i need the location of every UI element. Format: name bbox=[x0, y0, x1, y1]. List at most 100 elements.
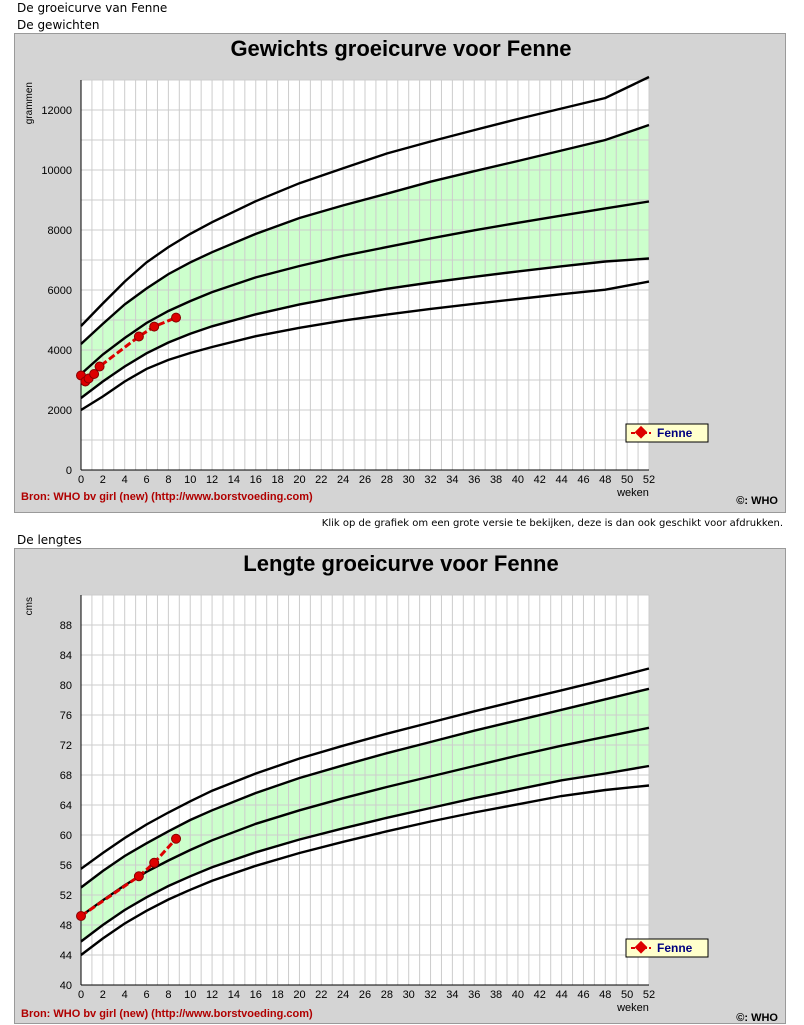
length-x-tick-label: 50 bbox=[621, 989, 633, 1001]
weight-x-tick-label: 52 bbox=[643, 474, 655, 486]
weight-chart[interactable]: Gewichts groeicurve voor Fenne 0 2000 4000 6… bbox=[14, 33, 786, 513]
length-x-tick-label: 16 bbox=[250, 989, 262, 1001]
weight-data-point bbox=[89, 369, 100, 379]
weight-y-tick-label: 2000 bbox=[48, 405, 72, 417]
length-y-tick-label: 84 bbox=[60, 650, 72, 662]
length-x-tick-label: 6 bbox=[143, 989, 149, 1001]
length-y-tick-label: 40 bbox=[60, 980, 72, 992]
weight-x-tick-label: 4 bbox=[122, 474, 128, 486]
length-legend-box bbox=[625, 938, 709, 958]
length-chart[interactable]: Lengte groeicurve voor Fenne 40 44 48 52 56 60… bbox=[14, 548, 786, 1024]
length-x-axis-label: weken bbox=[616, 1002, 649, 1014]
length-x-tick-label: 4 bbox=[122, 989, 128, 1001]
length-x-tick-label: 34 bbox=[446, 989, 458, 1001]
length-series-line bbox=[80, 837, 178, 918]
length-x-tick-label: 14 bbox=[228, 989, 240, 1001]
weight-legend: Fenne bbox=[625, 423, 709, 443]
length-y-tick-label: 56 bbox=[60, 860, 72, 872]
weight-x-tick-label: 16 bbox=[250, 474, 262, 486]
length-y-tick-label: 48 bbox=[60, 920, 72, 932]
length-y-axis-label: cms bbox=[24, 597, 35, 615]
weight-y-tick-label: 0 bbox=[66, 465, 72, 477]
length-curve-band-high bbox=[80, 687, 650, 889]
length-curve-band-low bbox=[80, 764, 650, 943]
length-curve-outer-low bbox=[80, 784, 650, 956]
length-legend: Fenne bbox=[625, 938, 709, 958]
length-x-tick-label: 40 bbox=[512, 989, 524, 1001]
weight-title: Gewichts groeicurve voor Fenne bbox=[230, 36, 571, 61]
length-source-text: Bron: WHO bv girl (new) (http://www.bors… bbox=[21, 1008, 313, 1020]
length-x-tick-label: 8 bbox=[165, 989, 171, 1001]
weight-x-tick-label: 30 bbox=[403, 474, 415, 486]
length-y-tick-label: 88 bbox=[60, 620, 72, 632]
length-copyright: ©: WHO bbox=[736, 1012, 778, 1024]
length-x-tick-label: 28 bbox=[381, 989, 393, 1001]
weight-data-point bbox=[133, 331, 144, 342]
length-curve-outer-high bbox=[80, 667, 650, 870]
length-x-tick-label: 2 bbox=[100, 989, 106, 1001]
weight-x-tick-label: 2 bbox=[100, 474, 106, 486]
weight-y-tick-label: 8000 bbox=[48, 225, 72, 237]
length-x-tick-label: 18 bbox=[271, 989, 283, 1001]
weight-x-tick-label: 8 bbox=[165, 474, 171, 486]
length-chart-svg: Lengte groeicurve voor Fenne404448525660… bbox=[21, 551, 778, 1024]
length-x-tick-label: 42 bbox=[534, 989, 546, 1001]
length-data-point bbox=[149, 857, 160, 868]
weight-legend-label: Fenne bbox=[657, 426, 693, 440]
length-y-tick-label: 52 bbox=[60, 890, 72, 902]
weight-x-tick-label: 0 bbox=[78, 474, 84, 486]
weight-legend-box bbox=[625, 423, 709, 443]
length-y-tick-label: 60 bbox=[60, 830, 72, 842]
weight-x-axis-label: weken bbox=[616, 487, 649, 499]
weight-x-tick-label: 42 bbox=[534, 474, 546, 486]
weight-data-point bbox=[94, 361, 105, 372]
length-y-tick-label: 44 bbox=[60, 950, 72, 962]
length-x-tick-label: 10 bbox=[184, 989, 196, 1001]
length-y-tick-label: 68 bbox=[60, 770, 72, 782]
weight-curve-band-low bbox=[80, 257, 650, 399]
weight-x-tick-label: 18 bbox=[271, 474, 283, 486]
length-x-tick-label: 44 bbox=[555, 989, 567, 1001]
length-x-tick-label: 52 bbox=[643, 989, 655, 1001]
weight-x-tick-label: 44 bbox=[555, 474, 567, 486]
length-x-tick-label: 24 bbox=[337, 989, 349, 1001]
length-data-point bbox=[76, 911, 86, 921]
weight-x-tick-label: 38 bbox=[490, 474, 502, 486]
print-note: Klik op de grafiek om een grote versie t… bbox=[321, 518, 783, 529]
length-data-point bbox=[133, 871, 144, 882]
weight-x-tick-label: 34 bbox=[446, 474, 458, 486]
length-y-tick-label: 76 bbox=[60, 710, 72, 722]
weight-x-tick-label: 20 bbox=[293, 474, 305, 486]
length-y-tick-label: 80 bbox=[60, 680, 72, 692]
length-x-tick-label: 30 bbox=[403, 989, 415, 1001]
length-y-tick-label: 64 bbox=[60, 800, 72, 812]
weight-x-tick-label: 32 bbox=[424, 474, 436, 486]
weight-x-tick-label: 24 bbox=[337, 474, 349, 486]
weight-x-tick-label: 40 bbox=[512, 474, 524, 486]
weight-copyright: ©: WHO bbox=[736, 495, 778, 507]
length-x-tick-label: 12 bbox=[206, 989, 218, 1001]
length-title: Lengte groeicurve voor Fenne bbox=[243, 551, 558, 576]
weight-y-tick-label: 6000 bbox=[48, 285, 72, 297]
weight-x-tick-label: 12 bbox=[206, 474, 218, 486]
length-x-tick-label: 22 bbox=[315, 989, 327, 1001]
length-x-tick-label: 46 bbox=[577, 989, 589, 1001]
weight-x-tick-label: 28 bbox=[381, 474, 393, 486]
page-title: De groeicurve van Fenne bbox=[17, 1, 168, 15]
weight-x-tick-label: 36 bbox=[468, 474, 480, 486]
weight-chart-svg: Gewichts groeicurve voor Fenne 0 2000 4000 6… bbox=[21, 36, 778, 507]
weight-x-tick-label: 14 bbox=[228, 474, 240, 486]
length-x-tick-label: 38 bbox=[490, 989, 502, 1001]
length-x-tick-label: 26 bbox=[359, 989, 371, 1001]
weight-source-text: Bron: WHO bv girl (new) (http://www.bors… bbox=[21, 491, 313, 503]
length-x-tick-label: 36 bbox=[468, 989, 480, 1001]
weight-curve-outer-high bbox=[80, 75, 650, 327]
weight-x-tick-label: 46 bbox=[577, 474, 589, 486]
weight-y-tick-label: 4000 bbox=[48, 345, 72, 357]
weight-x-tick-label: 22 bbox=[315, 474, 327, 486]
weight-data-point bbox=[149, 321, 160, 332]
weight-curve-median bbox=[80, 200, 650, 375]
length-x-tick-label: 32 bbox=[424, 989, 436, 1001]
lengths-heading: De lengtes bbox=[17, 533, 82, 547]
weight-x-tick-label: 48 bbox=[599, 474, 611, 486]
